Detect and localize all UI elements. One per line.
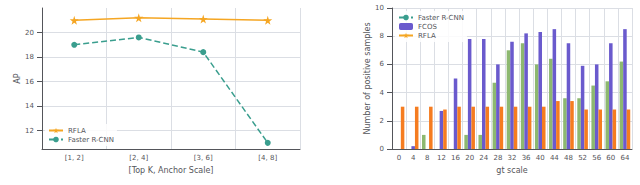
svg-text:gt scale: gt scale (496, 166, 527, 175)
svg-text:[4, 8]: [4, 8] (258, 154, 277, 162)
svg-text:[Top K, Anchor Scale]: [Top K, Anchor Scale] (129, 166, 214, 175)
svg-text:6: 6 (380, 60, 385, 68)
svg-text:56: 56 (592, 154, 601, 162)
svg-text:52: 52 (578, 154, 587, 162)
svg-text:[1, 2]: [1, 2] (65, 154, 84, 162)
svg-text:[2, 4]: [2, 4] (129, 154, 148, 162)
svg-text:2: 2 (380, 117, 384, 125)
svg-text:40: 40 (536, 154, 545, 162)
svg-text:64: 64 (620, 154, 629, 162)
svg-text:20: 20 (25, 29, 34, 37)
svg-text:Number of positive samples: Number of positive samples (363, 22, 372, 134)
svg-text:20: 20 (465, 154, 474, 162)
svg-text:Faster R-CNN: Faster R-CNN (68, 136, 114, 144)
svg-text:RFLA: RFLA (418, 32, 436, 40)
svg-text:18: 18 (25, 53, 34, 61)
svg-text:FCOS: FCOS (418, 23, 437, 31)
svg-text:48: 48 (564, 154, 573, 162)
svg-text:RFLA: RFLA (68, 127, 86, 135)
svg-text:44: 44 (550, 154, 559, 162)
svg-text:16: 16 (25, 78, 34, 86)
svg-text:60: 60 (606, 154, 615, 162)
svg-text:28: 28 (493, 154, 502, 162)
svg-text:8: 8 (425, 154, 429, 162)
svg-text:16: 16 (451, 154, 460, 162)
svg-text:0: 0 (397, 154, 401, 162)
svg-text:4: 4 (411, 154, 416, 162)
svg-text:32: 32 (508, 154, 517, 162)
svg-text:[3, 6]: [3, 6] (194, 154, 213, 162)
svg-text:4: 4 (380, 89, 385, 97)
svg-text:36: 36 (522, 154, 531, 162)
svg-text:14: 14 (25, 102, 34, 110)
svg-text:AP: AP (13, 73, 22, 83)
svg-text:24: 24 (479, 154, 488, 162)
svg-text:12: 12 (437, 154, 446, 162)
svg-text:12: 12 (25, 127, 34, 135)
svg-text:8: 8 (380, 32, 384, 40)
svg-text:Faster R-CNN: Faster R-CNN (418, 14, 464, 22)
svg-text:10: 10 (375, 4, 384, 12)
svg-text:0: 0 (380, 145, 384, 153)
